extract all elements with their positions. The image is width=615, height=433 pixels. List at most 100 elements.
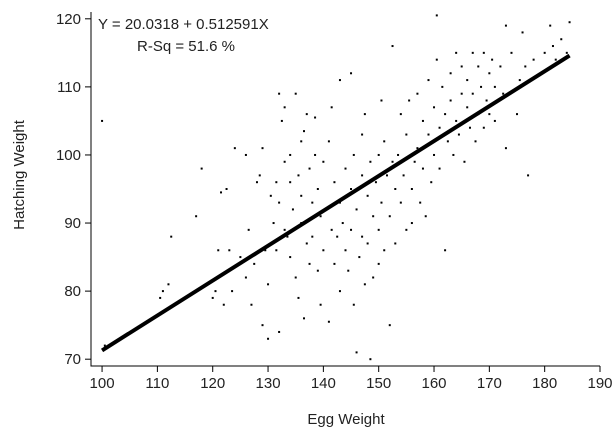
- data-point: [308, 167, 311, 170]
- data-point: [449, 72, 452, 75]
- data-point: [402, 174, 405, 177]
- data-point: [220, 191, 223, 194]
- data-point: [452, 153, 455, 156]
- data-point: [433, 106, 436, 109]
- y-tick-label: 90: [64, 215, 81, 232]
- data-point: [435, 58, 438, 61]
- data-point: [253, 262, 256, 265]
- data-point: [449, 99, 452, 102]
- data-point: [330, 228, 333, 231]
- data-point: [466, 106, 469, 109]
- data-point: [347, 269, 350, 272]
- data-point: [410, 188, 413, 190]
- data-point: [355, 351, 358, 354]
- data-point: [314, 116, 317, 119]
- data-point: [294, 92, 297, 95]
- data-point: [480, 85, 483, 88]
- data-point: [294, 276, 297, 279]
- x-tick-label: 150: [366, 375, 391, 392]
- data-point: [430, 181, 433, 184]
- data-point: [244, 276, 247, 279]
- data-point: [551, 45, 554, 48]
- data-point: [438, 167, 441, 170]
- data-point: [283, 160, 286, 163]
- data-point: [311, 235, 314, 238]
- y-axis-title: Hatching Weight: [11, 119, 28, 230]
- data-point: [311, 201, 314, 204]
- data-point: [491, 58, 494, 61]
- data-point: [474, 140, 477, 143]
- y-tick-label: 70: [64, 351, 81, 368]
- data-point: [300, 140, 303, 143]
- data-point: [457, 133, 460, 136]
- data-point: [233, 147, 236, 150]
- data-point: [297, 296, 300, 299]
- data-point: [305, 113, 308, 116]
- data-point: [303, 130, 306, 133]
- data-point: [261, 324, 264, 327]
- data-point: [316, 269, 319, 272]
- data-point: [363, 283, 366, 286]
- data-point: [222, 303, 225, 306]
- data-points: [101, 14, 571, 361]
- data-point: [278, 330, 281, 333]
- data-point: [327, 320, 330, 323]
- data-point: [380, 201, 383, 204]
- data-point: [416, 92, 419, 95]
- data-point: [250, 303, 253, 306]
- data-point: [352, 303, 355, 306]
- data-point: [438, 126, 441, 129]
- data-point: [228, 249, 231, 252]
- data-point: [361, 133, 364, 136]
- data-point: [333, 262, 336, 265]
- data-point: [568, 21, 571, 24]
- data-point: [493, 119, 496, 122]
- data-point: [388, 215, 391, 218]
- data-point: [195, 215, 198, 218]
- data-point: [344, 167, 347, 170]
- y-axis-ticks: 70 80 90 100 110 120: [56, 11, 91, 368]
- data-point: [399, 113, 402, 116]
- data-point: [211, 296, 214, 299]
- data-point: [455, 51, 458, 54]
- data-point: [358, 256, 361, 259]
- data-point: [527, 174, 530, 177]
- x-tick-label: 130: [256, 375, 281, 392]
- data-point: [319, 303, 322, 306]
- data-point: [291, 208, 294, 211]
- plot-area: [90, 12, 600, 367]
- data-point: [314, 153, 317, 156]
- regression-line: [100, 53, 571, 353]
- data-point: [352, 153, 355, 156]
- y-tick-label: 80: [64, 283, 81, 300]
- data-point: [488, 113, 491, 116]
- data-point: [264, 249, 267, 252]
- regression-equation: Y = 20.0318 + 0.512591X: [98, 16, 269, 33]
- data-point: [214, 290, 217, 293]
- data-point: [499, 65, 502, 68]
- data-point: [504, 147, 507, 150]
- data-point: [383, 140, 386, 143]
- data-point: [272, 222, 275, 225]
- data-point: [278, 201, 281, 204]
- data-point: [482, 51, 485, 54]
- regression-line-layer: [100, 53, 571, 353]
- data-point: [244, 153, 247, 156]
- data-point: [388, 324, 391, 327]
- plot-frame-axes: [90, 12, 600, 367]
- data-point: [433, 153, 436, 156]
- y-tick-label: 100: [56, 147, 81, 164]
- data-point: [416, 147, 419, 150]
- data-point: [217, 249, 220, 252]
- data-point: [267, 337, 270, 340]
- data-point: [427, 79, 430, 82]
- data-point: [410, 222, 413, 225]
- y-tick-label: 110: [57, 79, 81, 96]
- data-point: [482, 126, 485, 129]
- data-point: [463, 160, 466, 163]
- data-point: [363, 113, 366, 116]
- x-tick-label: 160: [422, 375, 447, 392]
- data-point: [366, 242, 369, 245]
- data-point: [200, 167, 203, 170]
- x-tick-label: 110: [145, 375, 169, 392]
